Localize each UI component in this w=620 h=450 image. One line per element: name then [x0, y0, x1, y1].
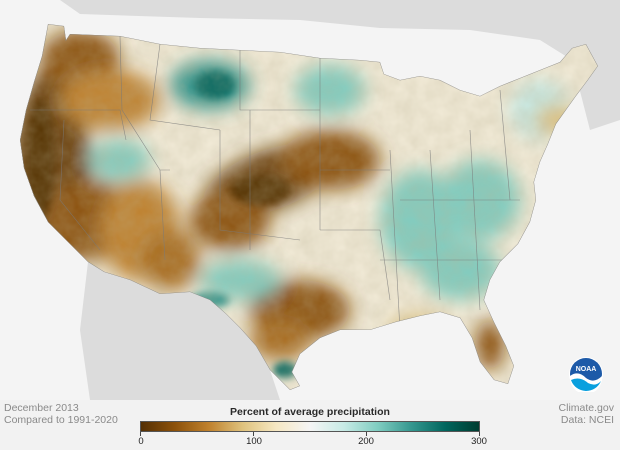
canada-landmass: [60, 0, 620, 130]
legend-tick-label: 300: [471, 436, 487, 447]
caption-left: December 2013 Compared to 1991-2020: [4, 402, 118, 426]
state-boundaries: [30, 35, 520, 331]
caption-right: Climate.gov Data: NCEI: [559, 402, 614, 426]
data-credit-label: Data: NCEI: [560, 414, 614, 426]
date-label: December 2013: [4, 402, 79, 414]
svg-text:NOAA: NOAA: [576, 366, 597, 373]
noaa-logo: NOAA: [569, 357, 603, 392]
legend-tick: [479, 432, 480, 436]
legend-tick-label: 200: [358, 436, 374, 447]
legend-tick-label: 100: [246, 436, 262, 447]
legend-title: Percent of average precipitation: [230, 406, 390, 418]
mexico-landmass: [80, 262, 280, 400]
baseline-label: Compared to 1991-2020: [4, 414, 118, 426]
source-label: Climate.gov: [558, 402, 614, 414]
legend-tick: [253, 432, 254, 436]
legend-tick: [366, 432, 367, 436]
legend-color-bar: [140, 421, 480, 432]
legend-tick-label: 0: [138, 436, 144, 447]
precipitation-map: [20, 0, 620, 400]
legend-tick: [140, 432, 141, 436]
